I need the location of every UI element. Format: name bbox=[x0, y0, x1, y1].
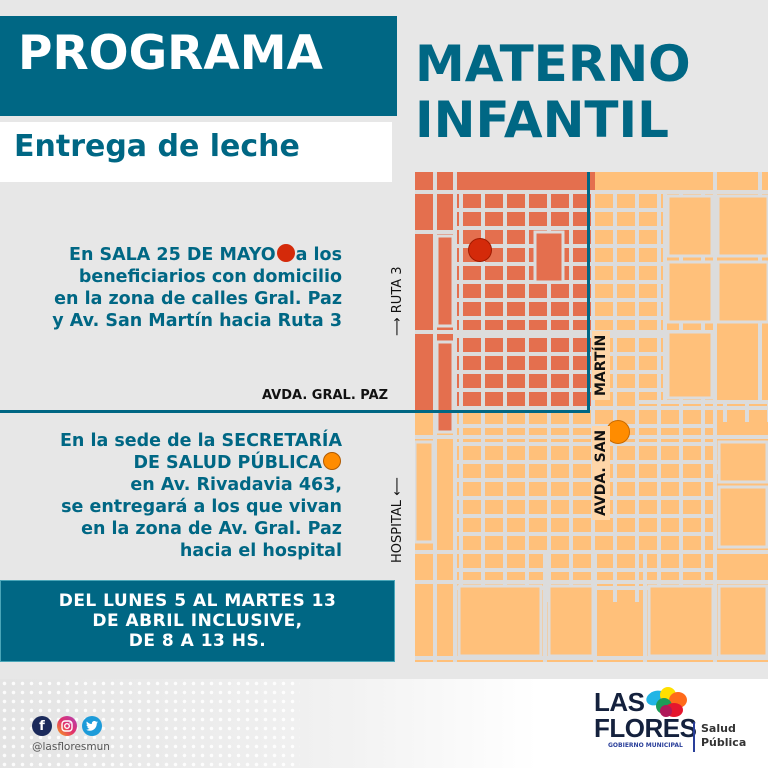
instagram-icon[interactable] bbox=[57, 716, 77, 736]
facebook-icon[interactable]: f bbox=[32, 716, 52, 736]
san-martin-top-text: MARTÍN bbox=[592, 330, 610, 400]
logo-text-las: LAS bbox=[594, 687, 645, 717]
label-avda-gral-paz: AVDA. GRAL. PAZ bbox=[262, 388, 389, 403]
info2-line-5: en la zona de Av. Gral. Paz bbox=[81, 519, 342, 539]
logo-text-flores: FLORES bbox=[594, 713, 697, 743]
info1-line-1b: a los bbox=[295, 245, 342, 265]
gral-paz-divider bbox=[0, 410, 590, 413]
label-ruta-3: ⟶ RUTA 3 bbox=[390, 238, 410, 338]
title-line-1: MATERNO bbox=[415, 35, 691, 93]
info1-line-2: beneficiarios con domicilio bbox=[78, 267, 342, 287]
info-block-sala-25: En SALA 25 DE MAYO a los beneficiarios co… bbox=[52, 244, 342, 332]
logo-separator bbox=[693, 722, 695, 752]
info2-line-6: hacia el hospital bbox=[179, 541, 342, 561]
info1-line-1a: En SALA 25 DE MAYO bbox=[68, 245, 276, 265]
san-martin-bottom-text: AVDA. SAN bbox=[592, 425, 610, 520]
info1-line-3: en la zona de calles Gral. Paz bbox=[54, 289, 342, 309]
label-avda-san-martin: MARTÍN AVDA. SAN bbox=[592, 330, 614, 520]
orange-location-dot-icon bbox=[323, 452, 341, 470]
schedule-line-1: DEL LUNES 5 AL MARTES 13 bbox=[58, 591, 337, 611]
info1-line-4: y Av. San Martín hacia Ruta 3 bbox=[52, 311, 342, 331]
info2-line-1: En la sede de la SECRETARÍA bbox=[59, 431, 342, 451]
program-title-box bbox=[0, 16, 397, 116]
dept-line-1: Salud bbox=[701, 722, 736, 735]
subtitle-box bbox=[0, 122, 392, 182]
logo-department: Salud Pública bbox=[701, 722, 746, 750]
schedule-line-2: DE ABRIL INCLUSIVE, bbox=[92, 611, 303, 631]
flower-logo-icon bbox=[646, 687, 687, 717]
twitter-icon[interactable] bbox=[82, 716, 102, 736]
subtitle: Entrega de leche bbox=[14, 129, 300, 164]
ruta-3-text: ⟶ RUTA 3 bbox=[390, 266, 405, 336]
social-links: f bbox=[32, 716, 102, 736]
schedule-box: DEL LUNES 5 AL MARTES 13 DE ABRIL INCLUS… bbox=[0, 580, 395, 662]
social-handle[interactable]: @lasfloresmun bbox=[32, 741, 110, 753]
san-martin-divider bbox=[587, 172, 590, 413]
schedule-line-3: DE 8 A 13 HS. bbox=[128, 631, 267, 651]
sala-25-de-mayo-marker bbox=[468, 238, 492, 262]
footer bbox=[0, 679, 768, 768]
red-location-dot-icon bbox=[276, 244, 295, 262]
info2-line-4: se entregará a los que vivan bbox=[61, 497, 342, 517]
info2-line-2: DE SALUD PÚBLICA bbox=[133, 453, 322, 473]
info-block-secretaria: En la sede de la SECRETARÍA DE SALUD PÚB… bbox=[60, 430, 342, 562]
label-hospital: HOSPITAL ⟵ bbox=[390, 430, 410, 565]
page-title: MATERNO INFANTIL bbox=[415, 36, 755, 148]
hospital-text: HOSPITAL ⟵ bbox=[390, 477, 405, 563]
dept-line-2: Pública bbox=[701, 736, 747, 749]
street-grid bbox=[415, 172, 768, 662]
info2-line-3: en Av. Rivadavia 463, bbox=[130, 475, 342, 495]
logo-tagline: GOBIERNO MUNICIPAL bbox=[608, 742, 683, 749]
title-line-2: INFANTIL bbox=[415, 91, 669, 149]
program-label: PROGRAMA bbox=[18, 26, 323, 81]
